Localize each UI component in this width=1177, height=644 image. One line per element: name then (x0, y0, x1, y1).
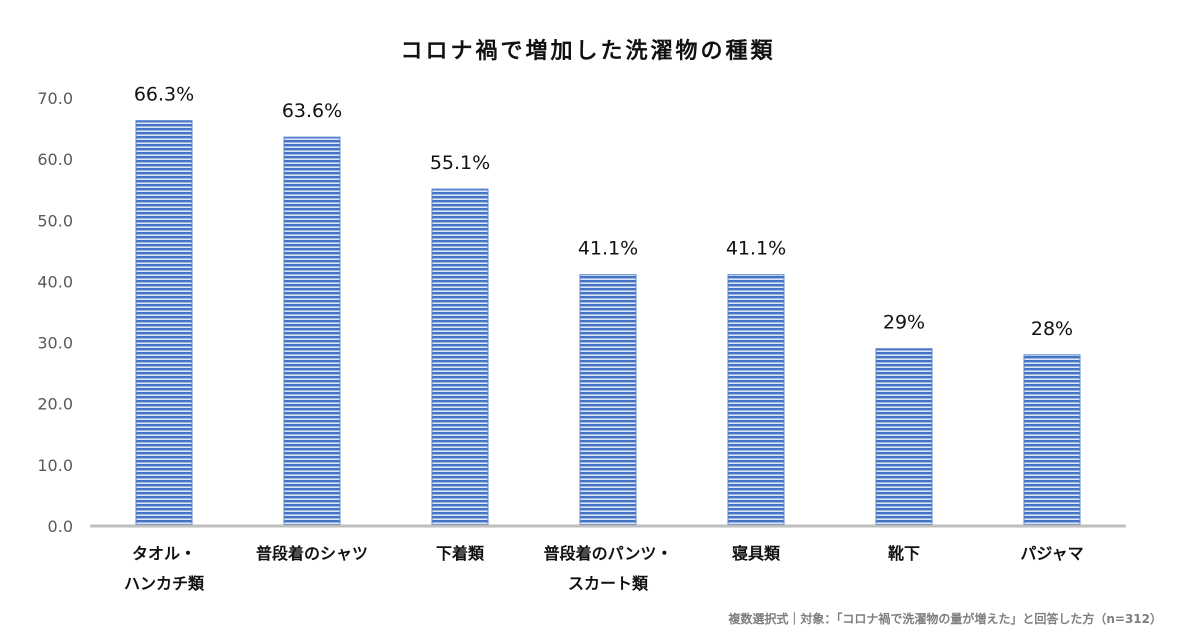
data-label: 41.1% (578, 238, 638, 260)
bars (135, 120, 1081, 527)
x-tick-label: スカート類 (568, 574, 649, 593)
x-tick-label: タオル・ (132, 544, 196, 563)
y-tick-label: 0.0 (48, 517, 73, 536)
y-tick-label: 20.0 (37, 395, 73, 414)
bar (135, 120, 193, 527)
data-label: 28% (1031, 318, 1073, 340)
y-axis: 0.0 10.0 20.0 30.0 40.0 50.0 60.0 70.0 (37, 89, 73, 536)
chart-title: コロナ禍で増加した洗濯物の種類 (400, 38, 775, 64)
x-axis: タオル・ハンカチ類 普段着のシャツ 下着類 普段着のパンツ・スカート類 寝具類 靴下 パジャ… (124, 544, 1084, 593)
bar (431, 188, 489, 527)
x-tick-label: 靴下 (888, 544, 920, 563)
data-label: 66.3% (134, 84, 194, 106)
data-labels: 66.3% 63.6% 55.1% 41.1% 41.1% 29% 28% (134, 84, 1073, 340)
footnote: 複数選択式｜対象：「コロナ禍で洗濯物の量が増えた」と回答した方（n=312） (727, 611, 1162, 626)
bar (283, 136, 341, 527)
x-tick-label: 下着類 (436, 544, 485, 563)
data-label: 41.1% (726, 238, 786, 260)
bar (579, 274, 637, 527)
data-label: 63.6% (282, 100, 342, 122)
data-label: 55.1% (430, 152, 490, 174)
data-label: 29% (883, 312, 925, 334)
x-tick-label: 寝具類 (732, 544, 781, 563)
y-tick-label: 60.0 (37, 150, 73, 169)
x-tick-label: パジャマ (1020, 544, 1083, 563)
bar (1023, 354, 1081, 527)
x-tick-label: ハンカチ類 (124, 574, 205, 593)
y-tick-label: 40.0 (37, 272, 73, 291)
y-tick-label: 30.0 (37, 334, 73, 353)
bar (875, 348, 933, 527)
y-tick-label: 10.0 (37, 456, 73, 475)
x-tick-label: 普段着のシャツ (256, 544, 368, 563)
x-tick-label: 普段着のパンツ・ (544, 544, 673, 563)
bar (727, 274, 785, 527)
y-tick-label: 70.0 (37, 89, 73, 108)
y-tick-label: 50.0 (37, 211, 73, 230)
